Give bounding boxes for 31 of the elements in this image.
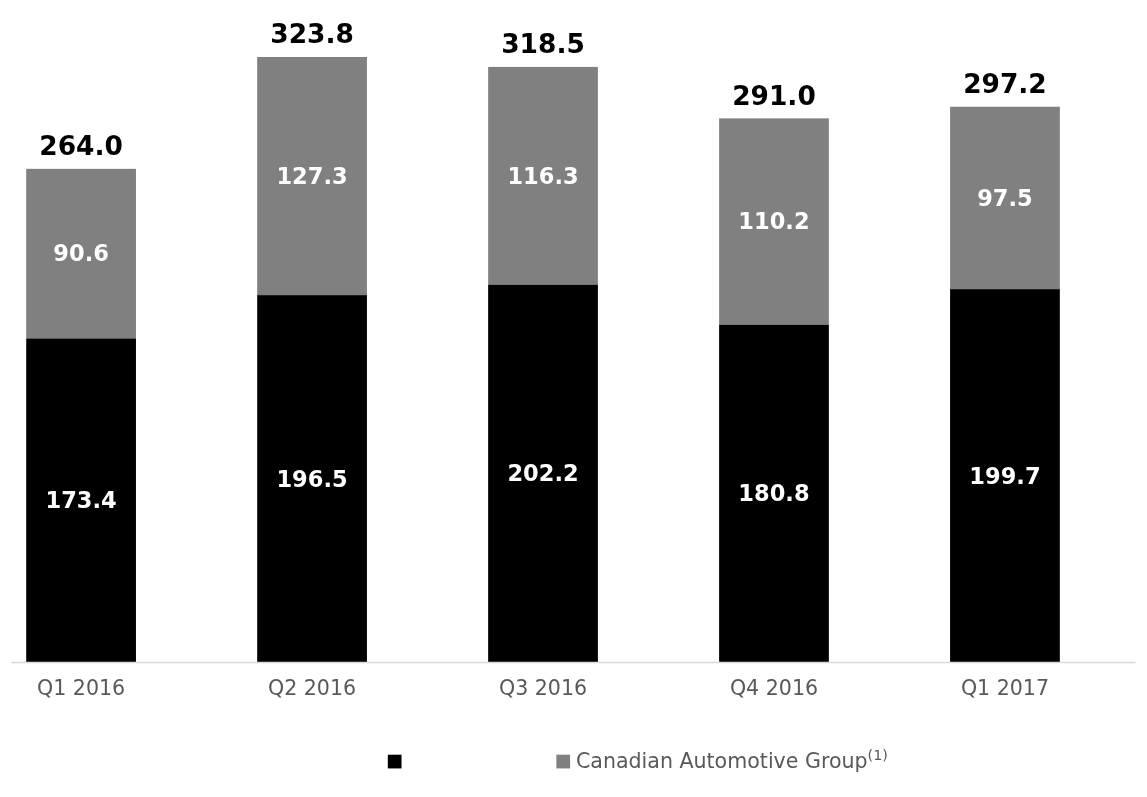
bar: [257, 295, 367, 663]
data-label: 202.2: [507, 460, 579, 487]
total-label: 318.5: [501, 28, 585, 60]
bar: [719, 324, 829, 663]
x-tick-label: Q2 2016: [267, 675, 357, 700]
total-label: 264.0: [39, 130, 123, 162]
data-label: 97.5: [977, 184, 1033, 211]
bar: [950, 289, 1060, 663]
x-tick-label: Q1 2017: [960, 675, 1050, 700]
data-label: 110.2: [738, 208, 810, 235]
bar: [719, 118, 829, 325]
total-label: 297.2: [963, 68, 1047, 100]
data-label: 196.5: [276, 465, 348, 492]
x-tick-label: Q1 2016: [37, 675, 126, 700]
bar: [488, 66, 598, 285]
data-label: 127.3: [276, 162, 348, 189]
total-label: 323.8: [270, 18, 354, 50]
bar: [26, 338, 136, 663]
x-tick-label: Q3 2016: [498, 675, 588, 700]
legend-label: Canadian Automotive Group$^{(1)}$: [575, 747, 888, 774]
data-label: 116.3: [507, 162, 579, 189]
bar: [26, 168, 136, 339]
x-tick-label: Q4 2016: [729, 675, 819, 700]
data-label: 180.8: [738, 480, 810, 507]
data-label: 173.4: [45, 487, 117, 514]
data-label: 199.7: [969, 462, 1041, 489]
data-label: 90.6: [53, 240, 109, 267]
total-label: 291.0: [732, 79, 816, 111]
bar: [488, 284, 598, 663]
bar: [257, 57, 367, 296]
bar: [950, 106, 1060, 290]
